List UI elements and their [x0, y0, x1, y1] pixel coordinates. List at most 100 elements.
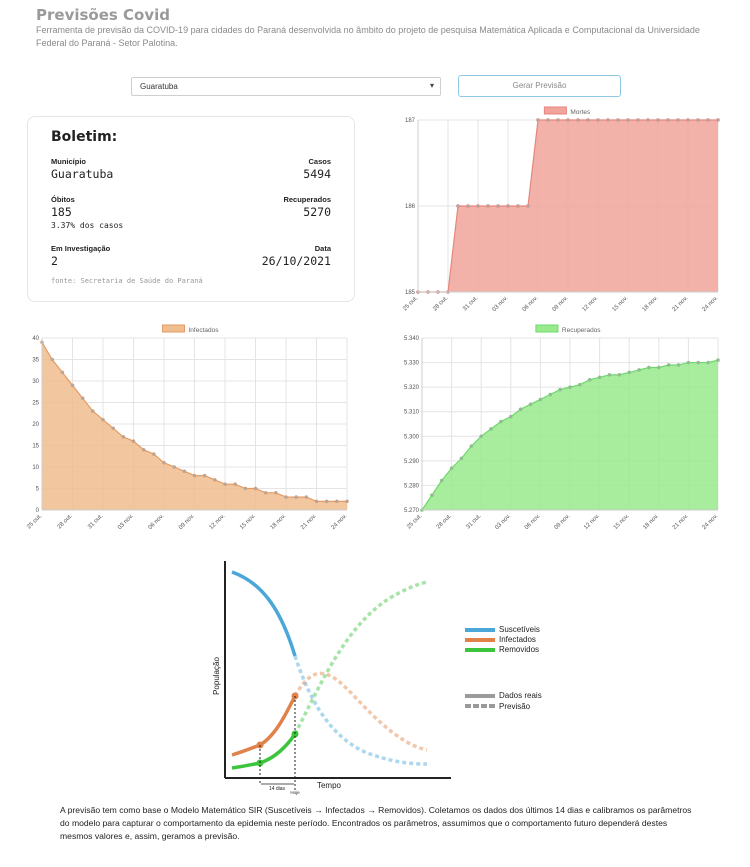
- y-tick-label: 30: [32, 379, 39, 385]
- y-tick-label: 5.320: [404, 385, 420, 391]
- y-tick-label: 25: [32, 401, 39, 407]
- data-point: [212, 478, 217, 482]
- data-point: [508, 414, 513, 419]
- data-point: [636, 118, 640, 122]
- y-tick-label: 5.270: [404, 508, 420, 514]
- data-point: [646, 118, 650, 122]
- sir-susceptible-real-line: [231, 570, 297, 657]
- x-tick-label: 21 nov.: [672, 513, 690, 531]
- data-point: [607, 373, 612, 377]
- data-label: Data: [314, 244, 331, 253]
- data-point: [202, 473, 207, 478]
- data-point: [304, 495, 309, 499]
- legend-susceptible-label: Suscetíveis: [499, 625, 540, 634]
- data-point: [586, 118, 590, 122]
- y-tick-label: 35: [32, 358, 39, 364]
- data-point: [111, 426, 116, 431]
- data-point: [294, 495, 299, 499]
- x-tick-label: 24 nov.: [331, 513, 349, 531]
- x-tick-label: 12 nov.: [209, 513, 227, 531]
- sir-days-label: 14 dias: [269, 786, 286, 792]
- series-area: [418, 120, 718, 292]
- x-tick-label: 25 out.: [26, 513, 43, 530]
- data-point: [666, 118, 670, 122]
- legend-swatch: [162, 324, 185, 333]
- generate-forecast-button[interactable]: Gerar Previsão: [458, 75, 621, 97]
- data-point: [131, 439, 136, 444]
- data-point: [459, 456, 464, 461]
- data-point: [578, 382, 582, 387]
- data-point: [345, 499, 349, 504]
- legend-forecast-label: Previsão: [499, 702, 531, 711]
- data-point: [518, 407, 523, 412]
- data-point: [576, 118, 580, 122]
- data-point: [489, 427, 493, 431]
- data-point: [456, 204, 460, 208]
- data-point: [656, 365, 661, 370]
- data-point: [516, 204, 520, 208]
- legend-real-swatch: [465, 694, 495, 698]
- data-point: [676, 363, 681, 367]
- legend-label: Recuperados: [562, 327, 601, 334]
- data-point: [70, 383, 75, 388]
- x-tick-label: 09 nov.: [552, 295, 570, 313]
- sir-xlabel: Tempo: [317, 781, 342, 790]
- legend-infected-label: Infectados: [499, 635, 536, 644]
- legend-real-label: Dados reais: [499, 691, 542, 700]
- x-tick-label: 21 nov.: [672, 295, 690, 313]
- data-point: [548, 392, 553, 397]
- legend-label: Mortes: [570, 109, 591, 116]
- x-tick-label: 18 nov.: [642, 513, 660, 531]
- x-tick-label: 28 out.: [432, 295, 449, 312]
- x-tick-label: 21 nov.: [300, 513, 318, 531]
- data-point: [616, 118, 620, 122]
- y-tick-label: 5.280: [404, 483, 420, 489]
- data-point: [606, 118, 610, 122]
- data-point: [223, 482, 227, 487]
- data-point: [556, 118, 560, 122]
- legend-swatch: [535, 324, 559, 333]
- data-point: [696, 118, 700, 122]
- x-tick-label: 06 nov.: [522, 295, 540, 313]
- y-tick-label: 186: [405, 204, 416, 210]
- legend-susceptible-swatch: [465, 628, 495, 632]
- y-tick-label: 0: [36, 508, 40, 514]
- data-point: [597, 375, 602, 380]
- x-tick-label: 28 out.: [57, 513, 74, 530]
- data-point: [284, 495, 288, 499]
- x-tick-label: 28 out.: [436, 513, 453, 530]
- series-area: [42, 342, 347, 510]
- data-point: [60, 370, 65, 375]
- data-point: [449, 466, 454, 471]
- data-point: [430, 493, 434, 498]
- data-point: [172, 465, 177, 469]
- data-point: [626, 118, 630, 122]
- data-point: [50, 357, 55, 362]
- investigacao-value: 2: [51, 254, 58, 268]
- y-tick-label: 185: [405, 290, 416, 296]
- y-tick-label: 15: [32, 444, 39, 450]
- recuperados-chart-svg: Recuperados 5.270 5.280 5.290 5.300 5.310 5.32…: [404, 324, 720, 531]
- sir-diagram: População Tempo 14 dias Hoje Suscetíveis…: [205, 556, 565, 801]
- x-tick-label: 15 nov.: [239, 513, 257, 531]
- data-point: [486, 204, 490, 208]
- y-tick-label: 5.310: [404, 410, 420, 416]
- obitos-label: Óbitos: [51, 195, 75, 204]
- data-point: [233, 482, 238, 487]
- x-tick-label: 03 nov.: [117, 513, 135, 531]
- data-point: [647, 365, 651, 370]
- footer-text: A previsão tem como base o Modelo Matemá…: [60, 805, 692, 841]
- x-tick-label: 18 nov.: [270, 513, 288, 531]
- obitos-percentage: 3.37% dos casos: [51, 221, 124, 230]
- city-select[interactable]: Guaratuba ▾: [131, 77, 441, 96]
- x-tick-label: 06 nov.: [524, 513, 542, 531]
- data-point: [80, 396, 85, 401]
- data-point: [151, 452, 156, 456]
- data-point: [558, 387, 562, 392]
- data-point: [686, 360, 691, 365]
- data-point: [499, 419, 503, 424]
- data-point: [536, 118, 540, 122]
- data-point: [496, 204, 500, 208]
- data-point: [90, 409, 95, 413]
- data-point: [469, 444, 474, 448]
